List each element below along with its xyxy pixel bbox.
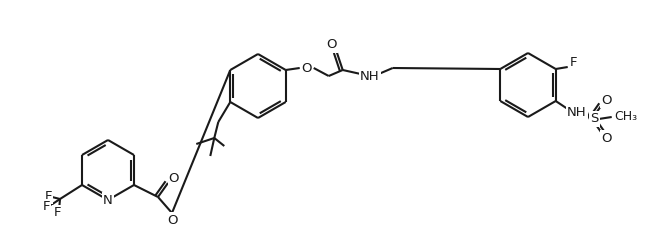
Text: O: O	[168, 214, 178, 226]
Text: O: O	[169, 173, 180, 186]
Text: N: N	[103, 193, 113, 207]
Text: O: O	[602, 131, 612, 145]
Text: O: O	[602, 93, 612, 106]
Text: F: F	[42, 200, 50, 214]
Text: CH₃: CH₃	[614, 111, 638, 124]
Text: NH: NH	[360, 69, 379, 83]
Text: F: F	[44, 189, 52, 203]
Text: O: O	[326, 38, 337, 52]
Text: NH: NH	[567, 105, 586, 119]
Text: S: S	[590, 113, 599, 125]
Text: F: F	[54, 207, 61, 219]
Text: O: O	[302, 62, 312, 74]
Text: F: F	[570, 57, 578, 69]
